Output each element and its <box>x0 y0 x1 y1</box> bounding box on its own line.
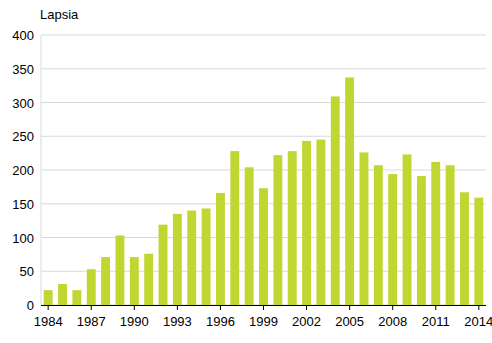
bar <box>230 151 239 305</box>
bar <box>87 269 96 305</box>
y-tick-label: 400 <box>12 28 34 43</box>
bar <box>345 78 354 305</box>
x-tick-label: 1999 <box>249 314 278 329</box>
bar <box>431 162 440 305</box>
grid-line <box>41 102 486 103</box>
y-tick-label: 0 <box>27 298 34 313</box>
x-tick-label: 2008 <box>378 314 407 329</box>
x-tick-label: 1984 <box>34 314 63 329</box>
bar <box>302 141 311 305</box>
bar <box>331 96 340 305</box>
x-tick-label: 1993 <box>163 314 192 329</box>
chart-container: 0 50 100 150 200 250 300 350 400 1984 1987 1990 1993… <box>0 0 492 343</box>
x-tick-label: 2005 <box>335 314 364 329</box>
y-axis-line <box>41 35 42 305</box>
bar <box>316 140 325 305</box>
x-tick <box>435 305 436 310</box>
x-tick <box>134 305 135 310</box>
bars <box>44 78 484 305</box>
bar <box>159 225 168 305</box>
x-tick <box>478 305 479 310</box>
bar <box>216 193 225 305</box>
bar <box>288 151 297 305</box>
bar <box>202 208 211 305</box>
bar <box>130 257 139 305</box>
y-tick-label: 250 <box>12 129 34 144</box>
grid-line <box>41 35 486 36</box>
y-tick-label: 350 <box>12 62 34 77</box>
bar <box>187 211 196 306</box>
bar <box>259 188 268 305</box>
bar <box>58 284 67 305</box>
x-tick-label: 2011 <box>422 314 450 329</box>
x-tick-label: 2002 <box>292 314 321 329</box>
bar <box>360 152 369 305</box>
x-tick-label: 2014 <box>464 314 492 329</box>
bar <box>273 155 282 305</box>
x-tick <box>220 305 221 310</box>
bar <box>417 176 426 305</box>
grid-line <box>41 170 486 171</box>
x-tick <box>306 305 307 310</box>
bar <box>460 192 469 305</box>
chart: 0 50 100 150 200 250 300 350 400 1984 1987 1990 1993… <box>0 0 492 343</box>
bar <box>72 290 81 305</box>
x-tick <box>177 305 178 310</box>
bar <box>245 167 254 305</box>
bar <box>116 235 125 305</box>
bar <box>446 165 455 305</box>
x-tick <box>91 305 92 310</box>
bar <box>173 214 182 305</box>
grid-line <box>41 68 486 69</box>
y-axis-label: Lapsia <box>40 7 79 22</box>
y-tick-label: 150 <box>12 197 34 212</box>
x-tick-label: 1996 <box>206 314 235 329</box>
bar <box>44 290 53 305</box>
bar <box>474 198 483 305</box>
x-tick <box>392 305 393 310</box>
y-tick-label: 200 <box>12 163 34 178</box>
x-tick <box>48 305 49 310</box>
x-tick <box>349 305 350 310</box>
y-tick-label: 50 <box>20 264 34 279</box>
bar <box>388 174 397 305</box>
bar <box>403 154 412 305</box>
bar <box>144 254 153 305</box>
x-tick-label: 1987 <box>77 314 106 329</box>
grid-line <box>41 136 486 137</box>
bar <box>101 257 110 305</box>
y-tick-label: 100 <box>12 231 34 246</box>
y-tick-label: 300 <box>12 96 34 111</box>
x-tick-label: 1990 <box>120 314 149 329</box>
x-tick <box>263 305 264 310</box>
bar <box>374 165 383 305</box>
